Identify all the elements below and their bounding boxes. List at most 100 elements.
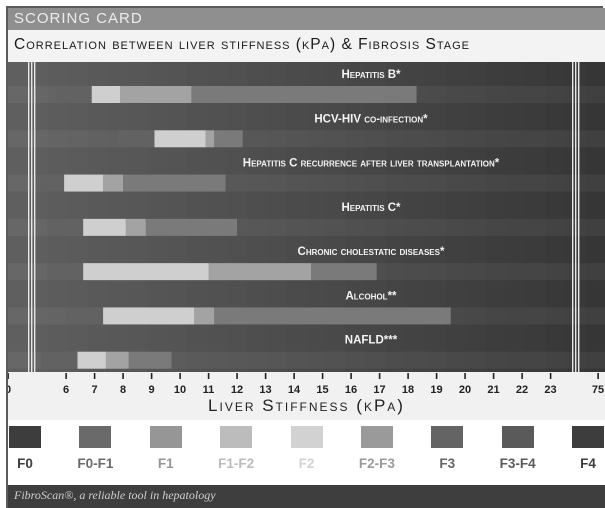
background-strip — [286, 62, 308, 372]
condition-label: Hepatitis B* — [341, 69, 401, 81]
legend-label: F2-F3 — [358, 456, 395, 471]
legend-label: F3-F4 — [499, 456, 536, 471]
axis-tick — [236, 373, 238, 379]
stage-segment-f3 — [123, 174, 226, 192]
legend-label: F2 — [298, 456, 315, 471]
condition-label: HCV-HIV co-infection* — [314, 113, 428, 125]
stage-segment-f0-f1 — [118, 130, 155, 148]
axis-tick — [293, 373, 295, 379]
legend-swatch — [220, 426, 253, 448]
axis-tick-label: 19 — [430, 384, 442, 396]
legend-swatch — [572, 426, 604, 448]
legend-swatch — [431, 426, 464, 448]
legend-label: F0-F1 — [77, 456, 114, 471]
stage-segment-f3 — [214, 130, 243, 148]
background-strip — [147, 62, 169, 372]
axis-tick-label: 13 — [259, 384, 271, 396]
axis-title: Liver Stiffness (kPa) — [208, 396, 405, 415]
axis-tick — [597, 373, 599, 379]
background-strip — [246, 62, 268, 372]
stage-segment-f2 — [64, 174, 104, 192]
background-strip — [306, 62, 328, 372]
background-strip — [366, 62, 388, 372]
stage-segment-f2 — [83, 218, 126, 236]
axis-tick-label: 18 — [402, 384, 414, 396]
axis-tick — [8, 373, 9, 379]
axis-tick — [407, 373, 409, 379]
axis-tick-label: 17 — [373, 384, 385, 396]
axis-ticks: 0 6 7 8 9 10 11 12 13 14 15 16 17 18 19 20 21 22 23 75 — [8, 373, 604, 396]
axis-tick — [492, 373, 495, 379]
axis-break-line — [31, 62, 33, 372]
background-strip — [167, 62, 189, 372]
background-strip — [485, 62, 507, 372]
stage-segment-f0-f1 — [28, 174, 65, 192]
axis-tick — [65, 373, 67, 379]
axis-tick — [264, 373, 267, 379]
stage-segment-f3 — [191, 86, 417, 103]
axis-tick-label: 10 — [174, 384, 186, 396]
stage-segment-f2-f3 — [205, 130, 215, 148]
stage-segment-f0-f1 — [47, 263, 84, 281]
background-strip — [127, 62, 149, 372]
axis-tick-label: 11 — [203, 384, 215, 396]
axis-tick — [207, 373, 210, 379]
legend-label: F1-F2 — [218, 456, 255, 471]
condition-label: Alcohol** — [345, 290, 397, 302]
background-strip — [87, 62, 109, 372]
background-strip — [8, 62, 29, 372]
condition-label: Chronic cholestatic diseases* — [298, 246, 445, 258]
background-strip — [406, 62, 427, 372]
stage-segment-f3 — [145, 218, 237, 236]
stage-segment-f2-f3 — [120, 86, 192, 103]
stage-segment-f2-f3 — [194, 307, 215, 325]
axis-tick — [321, 373, 324, 379]
axis-break-line — [575, 62, 577, 372]
background-strip — [67, 62, 89, 372]
axis-tick-label: 14 — [288, 384, 301, 396]
background-strip — [187, 62, 208, 372]
legend-label: F0 — [17, 456, 33, 471]
axis-tick-label: 9 — [148, 384, 154, 396]
axis-tick — [435, 373, 438, 379]
footer-text: FibroScan®, a reliable tool in hepatolog… — [14, 488, 216, 502]
legend-swatch — [501, 426, 534, 448]
background-strip — [346, 62, 368, 372]
fibrosis-legend: F0 F0-F1 F1 F1-F2 F2 F2-F3 F3 F3-F4 F4 — [8, 420, 605, 485]
axis-tick — [378, 373, 381, 379]
axis-tick-label: 15 — [316, 384, 328, 396]
axis-tick-label: 12 — [231, 384, 243, 396]
background-strip — [585, 62, 605, 372]
background-strip — [226, 62, 248, 372]
stage-segment-f2 — [77, 351, 106, 369]
stage-segment-f3 — [311, 263, 377, 281]
axis-tick-label: 21 — [487, 384, 499, 396]
axis-tick-label: 0 — [8, 384, 11, 396]
legend-swatch — [360, 426, 393, 448]
axis-tick — [549, 373, 552, 379]
legend-swatch — [290, 426, 323, 448]
stage-segment-f2 — [103, 307, 195, 325]
background-strip — [107, 62, 129, 372]
axis-tick-label: 8 — [120, 384, 126, 396]
background-strip — [47, 62, 69, 372]
stage-segment-f3 — [214, 307, 451, 325]
axis-tick — [122, 373, 124, 379]
axis-tick-label: 16 — [345, 384, 357, 396]
background-strip — [505, 62, 527, 372]
axis-tick — [464, 373, 466, 379]
axis-tick-label: 23 — [544, 384, 556, 396]
chart-subtitle: Correlation between liver stiffness (kPa… — [14, 36, 470, 53]
stage-segment-f0-f1 — [67, 307, 104, 325]
axis-tick-label: 22 — [516, 384, 528, 396]
condition-label: Hepatitis C recurrence after liver trans… — [243, 158, 500, 170]
axis-break-line — [28, 62, 30, 372]
legend-swatch — [79, 426, 112, 448]
axis-tick — [150, 373, 153, 379]
legend-swatch — [9, 426, 41, 448]
card-title: SCORING CARD — [14, 10, 143, 27]
stage-segment-f2 — [91, 86, 121, 103]
header-bar: SCORING CARD — [8, 8, 605, 30]
condition-band — [8, 130, 605, 148]
